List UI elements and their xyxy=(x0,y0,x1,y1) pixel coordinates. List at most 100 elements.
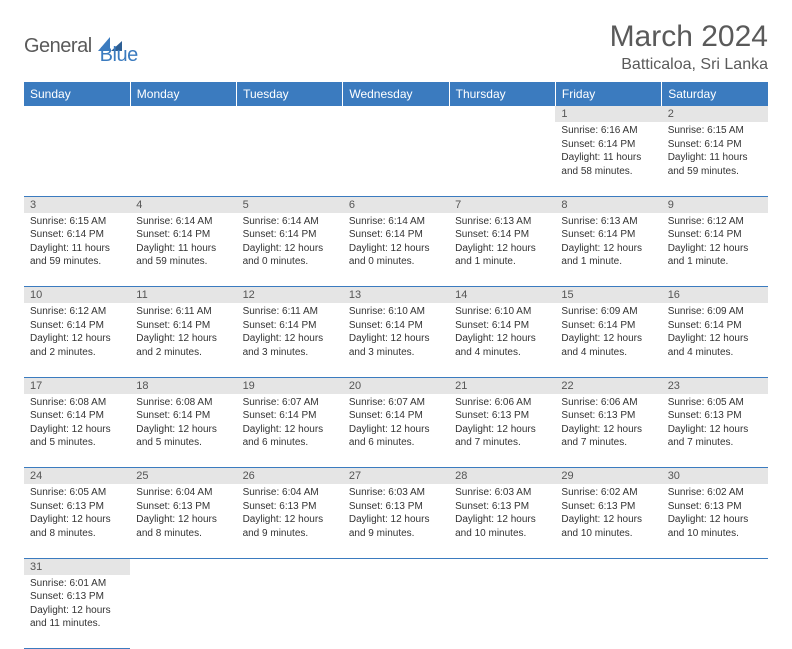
daylight-text: Daylight: 12 hours and 1 minute. xyxy=(668,242,762,269)
daylight-text: Daylight: 11 hours and 59 minutes. xyxy=(136,242,230,269)
day-detail-cell: Sunrise: 6:08 AMSunset: 6:14 PMDaylight:… xyxy=(24,394,130,468)
sunset-text: Sunset: 6:14 PM xyxy=(668,138,762,152)
day-number-cell: 20 xyxy=(343,377,449,394)
sunrise-text: Sunrise: 6:10 AM xyxy=(349,305,443,319)
sunrise-text: Sunrise: 6:14 AM xyxy=(136,215,230,229)
daylight-text: Daylight: 12 hours and 9 minutes. xyxy=(243,513,337,540)
header: General Blue March 2024 Batticaloa, Sri … xyxy=(24,20,768,74)
day-detail-cell: Sunrise: 6:12 AMSunset: 6:14 PMDaylight:… xyxy=(662,213,768,287)
sunrise-text: Sunrise: 6:05 AM xyxy=(30,486,124,500)
day-detail-cell: Sunrise: 6:15 AMSunset: 6:14 PMDaylight:… xyxy=(662,122,768,196)
daylight-text: Daylight: 12 hours and 2 minutes. xyxy=(30,332,124,359)
day-detail-cell xyxy=(24,122,130,196)
sunrise-text: Sunrise: 6:12 AM xyxy=(30,305,124,319)
day-detail-row: Sunrise: 6:05 AMSunset: 6:13 PM Daylight:… xyxy=(24,484,768,558)
sunset-text: Sunset: 6:14 PM xyxy=(455,228,549,242)
sunset-text: Sunset: 6:14 PM xyxy=(136,409,230,423)
daylight-text: Daylight: 12 hours and 6 minutes. xyxy=(243,423,337,450)
sunrise-text: Sunrise: 6:03 AM xyxy=(349,486,443,500)
day-number-row: 31 xyxy=(24,558,768,575)
sunrise-text: Sunrise: 6:08 AM xyxy=(30,396,124,410)
day-number-row: 17181920212223 xyxy=(24,377,768,394)
day-header: Tuesday xyxy=(237,82,343,106)
day-number-cell: 14 xyxy=(449,287,555,304)
month-title: March 2024 xyxy=(610,20,768,54)
sunset-text: Sunset: 6:14 PM xyxy=(243,409,337,423)
logo: General Blue xyxy=(24,26,138,67)
day-number-row: 3456789 xyxy=(24,196,768,213)
day-detail-cell: Sunrise: 6:13 AMSunset: 6:14 PMDaylight:… xyxy=(449,213,555,287)
sunrise-text: Sunrise: 6:02 AM xyxy=(668,486,762,500)
daylight-text: Daylight: 12 hours and 4 minutes. xyxy=(668,332,762,359)
sunset-text: Sunset: 6:14 PM xyxy=(349,228,443,242)
sunset-text: Sunset: 6:14 PM xyxy=(30,409,124,423)
day-detail-cell: Sunrise: 6:11 AMSunset: 6:14 PMDaylight:… xyxy=(237,303,343,377)
logo-text-blue: Blue xyxy=(100,44,138,67)
sunset-text: Sunset: 6:14 PM xyxy=(136,319,230,333)
sunset-text: Sunset: 6:13 PM xyxy=(30,500,124,514)
day-detail-cell: Sunrise: 6:04 AMSunset: 6:13 PMDaylight:… xyxy=(130,484,236,558)
day-number-cell: 4 xyxy=(130,196,236,213)
day-detail-cell xyxy=(343,122,449,196)
sunset-text: Sunset: 6:13 PM xyxy=(455,409,549,423)
day-number-row: 10111213141516 xyxy=(24,287,768,304)
sunrise-text: Sunrise: 6:04 AM xyxy=(136,486,230,500)
sunrise-text: Sunrise: 6:12 AM xyxy=(668,215,762,229)
day-detail-cell: Sunrise: 6:07 AMSunset: 6:14 PMDaylight:… xyxy=(237,394,343,468)
day-detail-row: Sunrise: 6:12 AMSunset: 6:14 PMDaylight:… xyxy=(24,303,768,377)
daylight-text: Daylight: 12 hours and 5 minutes. xyxy=(30,423,124,450)
day-number-cell: 5 xyxy=(237,196,343,213)
day-detail-cell: Sunrise: 6:16 AMSunset: 6:14 PMDaylight:… xyxy=(555,122,661,196)
day-number-cell: 21 xyxy=(449,377,555,394)
day-number-cell: 25 xyxy=(130,468,236,485)
sunrise-text: Sunrise: 6:02 AM xyxy=(561,486,655,500)
daylight-text: Daylight: 12 hours and 3 minutes. xyxy=(243,332,337,359)
sunrise-text: Sunrise: 6:06 AM xyxy=(561,396,655,410)
daylight-text: Daylight: 11 hours and 59 minutes. xyxy=(30,242,124,269)
day-number-cell: 6 xyxy=(343,196,449,213)
daylight-text: Daylight: 12 hours and 8 minutes. xyxy=(136,513,230,540)
sunset-text: Sunset: 6:14 PM xyxy=(243,228,337,242)
sunrise-text: Sunrise: 6:07 AM xyxy=(243,396,337,410)
daylight-text: Daylight: 12 hours and 1 minute. xyxy=(561,242,655,269)
day-number-cell: 15 xyxy=(555,287,661,304)
day-detail-cell: Sunrise: 6:12 AMSunset: 6:14 PMDaylight:… xyxy=(24,303,130,377)
day-number-cell: 10 xyxy=(24,287,130,304)
day-header: Sunday xyxy=(24,82,130,106)
day-number-cell xyxy=(343,558,449,575)
day-detail-cell xyxy=(449,122,555,196)
daylight-text: Daylight: 12 hours and 11 minutes. xyxy=(30,604,124,631)
daylight-text: Daylight: 12 hours and 9 minutes. xyxy=(349,513,443,540)
sunset-text: Sunset: 6:13 PM xyxy=(668,409,762,423)
sunset-text: Sunset: 6:14 PM xyxy=(668,228,762,242)
day-number-cell: 16 xyxy=(662,287,768,304)
sunset-text: Sunset: 6:14 PM xyxy=(243,319,337,333)
sunrise-text: Sunrise: 6:04 AM xyxy=(243,486,337,500)
sunset-text: Sunset: 6:14 PM xyxy=(30,228,124,242)
day-of-week-header-row: SundayMondayTuesdayWednesdayThursdayFrid… xyxy=(24,82,768,106)
day-detail-cell xyxy=(237,122,343,196)
daylight-text: Daylight: 12 hours and 6 minutes. xyxy=(349,423,443,450)
day-number-cell: 31 xyxy=(24,558,130,575)
sunset-text: Sunset: 6:14 PM xyxy=(349,409,443,423)
daylight-text: Daylight: 12 hours and 5 minutes. xyxy=(136,423,230,450)
calendar-body: 12Sunrise: 6:16 AMSunset: 6:14 PMDayligh… xyxy=(24,106,768,649)
day-number-cell xyxy=(449,558,555,575)
day-number-cell xyxy=(237,106,343,122)
sunset-text: Sunset: 6:14 PM xyxy=(136,228,230,242)
day-number-cell xyxy=(343,106,449,122)
daylight-text: Daylight: 12 hours and 7 minutes. xyxy=(668,423,762,450)
day-number-cell: 26 xyxy=(237,468,343,485)
day-number-cell: 29 xyxy=(555,468,661,485)
daylight-text: Daylight: 12 hours and 0 minutes. xyxy=(243,242,337,269)
daylight-text: Daylight: 12 hours and 0 minutes. xyxy=(349,242,443,269)
day-number-cell: 17 xyxy=(24,377,130,394)
sunrise-text: Sunrise: 6:08 AM xyxy=(136,396,230,410)
sunrise-text: Sunrise: 6:11 AM xyxy=(136,305,230,319)
day-number-cell: 18 xyxy=(130,377,236,394)
day-detail-cell: Sunrise: 6:10 AMSunset: 6:14 PMDaylight:… xyxy=(343,303,449,377)
logo-text-general: General xyxy=(24,35,92,58)
day-number-cell: 27 xyxy=(343,468,449,485)
daylight-text: Daylight: 12 hours and 1 minute. xyxy=(455,242,549,269)
sunrise-text: Sunrise: 6:16 AM xyxy=(561,124,655,138)
